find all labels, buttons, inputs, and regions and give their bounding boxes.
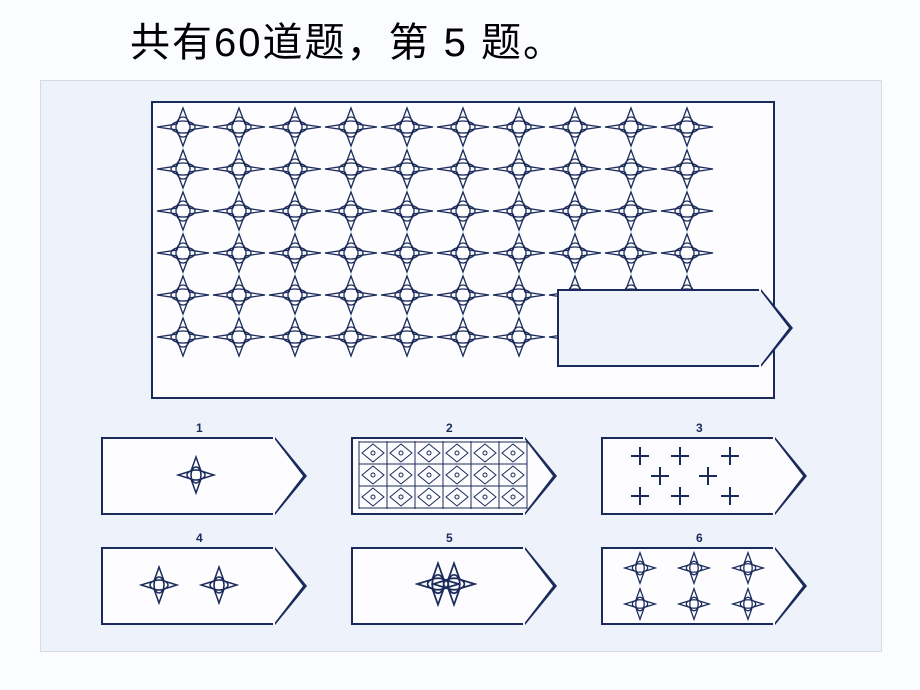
pattern-star	[603, 106, 659, 148]
pattern-star	[379, 190, 435, 232]
option-content	[101, 547, 301, 625]
pattern-star	[211, 148, 267, 190]
pattern-star	[155, 274, 211, 316]
pattern-star	[267, 190, 323, 232]
option-content	[601, 437, 801, 515]
pattern-star	[491, 190, 547, 232]
pattern-star	[379, 274, 435, 316]
pattern-star	[323, 106, 379, 148]
pattern-star	[211, 106, 267, 148]
page-title: 共有60道题，第 5 题。	[130, 10, 565, 68]
pattern-star	[379, 316, 435, 358]
pattern-star	[491, 148, 547, 190]
pattern-star	[547, 148, 603, 190]
plus-icon	[671, 487, 689, 505]
pattern-star	[155, 316, 211, 358]
pattern-star	[211, 232, 267, 274]
pattern-star	[435, 106, 491, 148]
plus-icon	[631, 447, 649, 465]
plus-icon	[671, 447, 689, 465]
plus-icon	[721, 487, 739, 505]
option-content	[351, 437, 551, 515]
pattern-star	[659, 190, 715, 232]
pattern-star	[491, 106, 547, 148]
pattern-star	[267, 232, 323, 274]
pattern-star	[323, 316, 379, 358]
pattern-star	[435, 232, 491, 274]
option-4[interactable]: 4	[101, 547, 301, 625]
plus-icon	[721, 447, 739, 465]
pattern-star	[267, 106, 323, 148]
pattern-star	[323, 232, 379, 274]
pattern-star	[547, 232, 603, 274]
option-number: 4	[196, 531, 203, 545]
option-content	[601, 547, 801, 625]
option-number: 3	[696, 421, 703, 435]
pattern-star	[547, 106, 603, 148]
pattern-matrix	[151, 101, 775, 399]
pattern-star	[155, 190, 211, 232]
pattern-star	[155, 106, 211, 148]
pattern-star	[155, 148, 211, 190]
pattern-star	[211, 316, 267, 358]
option-number: 2	[446, 421, 453, 435]
option-content	[351, 547, 551, 625]
pattern-star	[659, 232, 715, 274]
pattern-star	[211, 274, 267, 316]
pattern-star	[491, 316, 547, 358]
option-3[interactable]: 3	[601, 437, 801, 515]
pattern-star	[323, 274, 379, 316]
pattern-star	[603, 190, 659, 232]
pattern-star	[435, 316, 491, 358]
pattern-star	[603, 148, 659, 190]
pattern-star	[155, 232, 211, 274]
pattern-star	[267, 148, 323, 190]
option-number: 1	[196, 421, 203, 435]
pattern-star	[603, 232, 659, 274]
answer-options: 1 234 5 6	[101, 421, 821, 631]
pattern-star	[659, 106, 715, 148]
option-2[interactable]: 2	[351, 437, 551, 515]
pattern-star	[323, 190, 379, 232]
pattern-star	[435, 148, 491, 190]
option-content	[101, 437, 301, 515]
pattern-star	[659, 148, 715, 190]
question-panel: 1 234 5 6	[40, 80, 882, 652]
pattern-star	[211, 190, 267, 232]
option-6[interactable]: 6	[601, 547, 801, 625]
missing-piece	[557, 289, 759, 367]
pattern-star	[379, 232, 435, 274]
pattern-star	[491, 232, 547, 274]
pattern-star	[379, 148, 435, 190]
pattern-star	[435, 190, 491, 232]
pattern-star	[547, 190, 603, 232]
pattern-star	[491, 274, 547, 316]
plus-icon	[651, 467, 669, 485]
plus-icon	[699, 467, 717, 485]
pattern-star	[267, 316, 323, 358]
pattern-star	[379, 106, 435, 148]
option-1[interactable]: 1	[101, 437, 301, 515]
option-number: 6	[696, 531, 703, 545]
pattern-star	[323, 148, 379, 190]
pattern-star	[267, 274, 323, 316]
plus-icon	[631, 487, 649, 505]
option-5[interactable]: 5	[351, 547, 551, 625]
pattern-star	[435, 274, 491, 316]
option-number: 5	[446, 531, 453, 545]
